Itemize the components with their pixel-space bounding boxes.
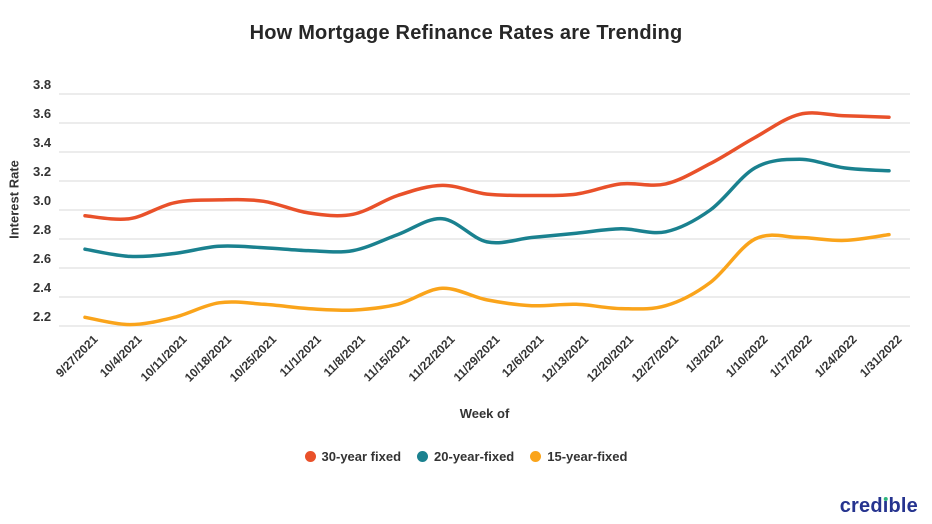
y-axis-tick-label: 3.4	[33, 135, 52, 150]
y-axis-tick-label: 3.8	[33, 77, 52, 92]
legend-label: 15-year-fixed	[547, 449, 628, 464]
y-axis-tick-label: 2.4	[33, 280, 52, 295]
y-axis-title: Interest Rate	[6, 160, 22, 239]
y-axis-tick-label: 3.6	[33, 106, 52, 121]
y-axis-tick-label: 2.6	[33, 251, 52, 266]
legend-label: 20-year-fixed	[434, 449, 515, 464]
line-series-30-year-fixed	[83, 111, 891, 221]
legend: 30-year fixed 20-year-fixed 15-year-fixed	[0, 449, 932, 464]
y-axis-tick-label: 2.8	[33, 222, 52, 237]
y-axis-tick-label: 3.2	[33, 164, 52, 179]
legend-item-30-year-fixed: 30-year fixed	[304, 449, 402, 464]
x-axis-title: Week of	[459, 406, 510, 421]
line-series-15-year-fixed	[83, 232, 891, 327]
legend-item-15-year-fixed: 15-year-fixed	[530, 449, 627, 464]
y-axis-tick-label: 2.2	[33, 309, 52, 324]
line-series-20-year-fixed	[83, 157, 891, 259]
chart-title: How Mortgage Refinance Rates are Trendin…	[249, 22, 683, 44]
credible-logo: credı ble	[839, 495, 918, 517]
legend-dot-icon	[304, 451, 316, 462]
legend-item-20-year-fixed: 20-year-fixed	[417, 449, 514, 464]
legend-dot-icon	[530, 451, 542, 462]
logo-i-dot-icon	[883, 496, 888, 501]
legend-dot-icon	[417, 451, 429, 462]
y-axis-tick-label: 3.0	[33, 193, 52, 208]
legend-label: 30-year fixed	[321, 449, 402, 464]
